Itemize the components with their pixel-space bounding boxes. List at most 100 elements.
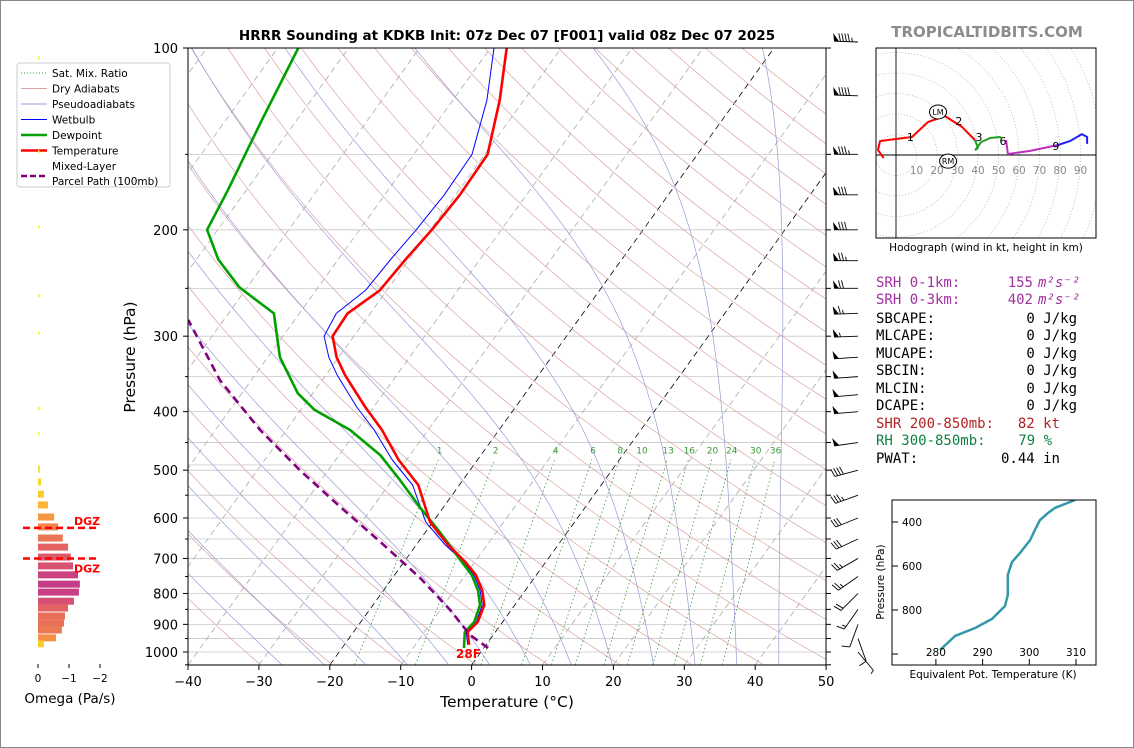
barb-full bbox=[836, 625, 845, 630]
x-tick-label: 20 bbox=[605, 675, 622, 690]
barb-pennant bbox=[832, 329, 840, 338]
mixing-ratio-label: 1 bbox=[437, 447, 443, 457]
stat-value: 0 J/kg bbox=[1026, 328, 1077, 344]
theta-e-panel: 280 290 300 310 400 600 800 bbox=[891, 499, 1097, 666]
mixing-ratio-label: 36 bbox=[770, 447, 782, 457]
isotherm bbox=[329, 48, 775, 665]
barb-pennant bbox=[832, 438, 840, 446]
barb-full bbox=[847, 87, 850, 96]
barb-full bbox=[838, 186, 841, 195]
barb-pennant bbox=[832, 405, 840, 414]
omega-axis-label: Omega (Pa/s) bbox=[24, 691, 115, 707]
wind-barb bbox=[833, 186, 858, 196]
theta-e-x-tick-label: 300 bbox=[1019, 647, 1039, 659]
storm-motion-label: RM bbox=[942, 157, 955, 166]
skewt-plot-frame bbox=[187, 47, 827, 666]
wind-barb bbox=[833, 33, 859, 43]
isotherm bbox=[188, 48, 279, 174]
isotherm bbox=[188, 48, 562, 568]
watermark: TROPICALTIDBITS.COM bbox=[891, 23, 1083, 41]
wind-barb bbox=[832, 370, 859, 379]
omega-bar bbox=[38, 634, 56, 642]
stat-label: SBCIN: bbox=[876, 363, 927, 379]
theta-e-xlabel: Equivalent Pot. Temperature (K) bbox=[909, 669, 1076, 681]
barb-full bbox=[835, 603, 844, 609]
hodograph-trace bbox=[1005, 139, 1059, 155]
barb-staff bbox=[843, 609, 859, 630]
barb-half bbox=[841, 496, 845, 501]
hodograph-trace bbox=[1057, 133, 1089, 146]
omega-bar bbox=[38, 597, 74, 605]
wind-barb bbox=[832, 405, 859, 415]
barb-full bbox=[836, 494, 842, 502]
omega-bar bbox=[38, 331, 40, 335]
moist-adiabat bbox=[191, 48, 613, 665]
barb-pennant bbox=[833, 280, 839, 289]
moist-adiabat bbox=[762, 48, 784, 665]
skewt-axes: −40 −30 −20 −10 0 10 20 30 40 50 100 200 300 400 500 60… bbox=[145, 42, 834, 690]
stat-value: 402 bbox=[1008, 292, 1033, 308]
moist-adiabat bbox=[188, 485, 367, 665]
legend: Sat. Mix. Ratio Dry Adiabats Pseudoadiabat… bbox=[16, 62, 171, 188]
isotherm bbox=[258, 48, 704, 665]
barb-full bbox=[830, 496, 836, 504]
legend-label-parcel: Mixed-Layer bbox=[52, 161, 117, 173]
dry-adiabat bbox=[374, 48, 826, 435]
isotherm bbox=[400, 73, 826, 665]
mixing-ratio-label: 8 bbox=[617, 447, 623, 457]
x-tick-label: −30 bbox=[245, 675, 272, 690]
barb-staff bbox=[835, 517, 859, 528]
omega-bar bbox=[38, 588, 79, 596]
barb-full bbox=[833, 518, 839, 527]
chart-title: HRRR Sounding at KDKB Init: 07z Dec 07 [… bbox=[239, 28, 775, 44]
mixing-ratio-line bbox=[354, 459, 439, 665]
omega-bar bbox=[38, 534, 63, 542]
barb-pennant bbox=[833, 86, 840, 96]
mixing-ratio-line bbox=[414, 459, 495, 665]
barb-pennant bbox=[832, 370, 840, 379]
omega-bar bbox=[38, 580, 80, 588]
y-tick-label: 600 bbox=[153, 512, 178, 527]
theta-e-line bbox=[939, 500, 1076, 651]
barb-full bbox=[833, 495, 839, 503]
isotherm bbox=[542, 270, 826, 665]
theta-e-y-tick-label: 600 bbox=[902, 561, 922, 573]
dry-adiabat bbox=[188, 533, 333, 665]
y-tick-label: 1000 bbox=[145, 646, 178, 661]
wind-barb bbox=[832, 329, 859, 338]
theta-e-x-tick-label: 310 bbox=[1066, 647, 1086, 659]
x-tick-label: 0 bbox=[467, 675, 475, 690]
y-tick-label: 500 bbox=[153, 464, 178, 479]
barb-full bbox=[833, 605, 842, 611]
isotherm bbox=[188, 48, 349, 272]
omega-bar bbox=[38, 604, 69, 612]
omega-bar bbox=[38, 571, 78, 579]
barb-full bbox=[838, 33, 841, 42]
omega-tick-label: −1 bbox=[61, 673, 76, 685]
barb-full bbox=[831, 564, 838, 571]
x-tick-label: −20 bbox=[316, 675, 343, 690]
omega-tick-label: 0 bbox=[35, 673, 42, 685]
omega-bar bbox=[38, 56, 40, 60]
dry-adiabat bbox=[227, 48, 826, 581]
theta-e-x-tick-label: 290 bbox=[973, 647, 993, 659]
hodograph-frame bbox=[875, 47, 1097, 239]
storm-motion-marker bbox=[929, 104, 948, 120]
omega-bar bbox=[38, 626, 62, 634]
wind-barb bbox=[833, 280, 858, 289]
barb-full bbox=[844, 146, 847, 155]
barb-full bbox=[841, 280, 844, 289]
barb-full bbox=[838, 87, 841, 96]
omega-bar bbox=[38, 543, 69, 551]
barb-full bbox=[836, 539, 843, 547]
barb-pennant bbox=[833, 146, 839, 155]
hodograph-trace bbox=[973, 136, 1003, 151]
stat-value: 82 kt bbox=[1018, 416, 1060, 432]
barb-full bbox=[859, 660, 867, 667]
stat-value: 0 J/kg bbox=[1026, 311, 1077, 327]
moist-adiabat bbox=[188, 572, 283, 665]
surface-temp-label: 28F bbox=[456, 647, 481, 661]
theta-e-frame bbox=[891, 499, 1097, 666]
dry-adiabat bbox=[301, 48, 826, 507]
